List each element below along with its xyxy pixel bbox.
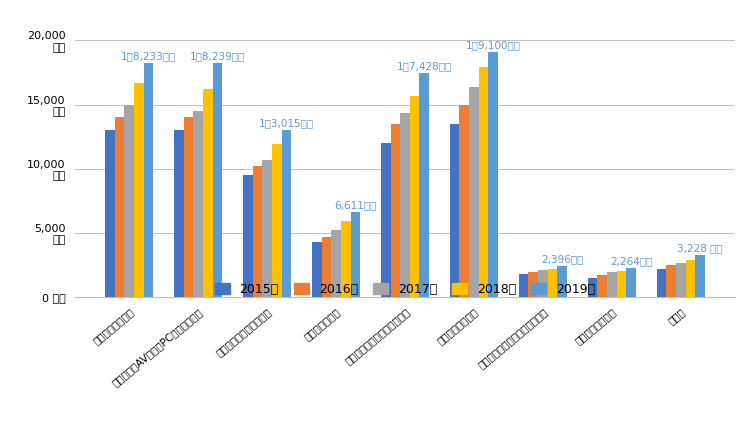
Bar bbox=[391, 124, 400, 297]
Text: 1兆7,428億円: 1兆7,428億円 bbox=[397, 61, 452, 72]
Bar bbox=[548, 268, 557, 297]
Bar bbox=[667, 265, 676, 297]
Bar bbox=[686, 259, 695, 297]
Bar bbox=[488, 52, 498, 297]
Bar bbox=[281, 130, 291, 297]
Legend: 2015年, 2016年, 2017年, 2018年, 2019年: 2015年, 2016年, 2017年, 2018年, 2019年 bbox=[214, 283, 596, 296]
Text: 1兆9,100億円: 1兆9,100億円 bbox=[466, 40, 520, 50]
Bar bbox=[312, 242, 322, 297]
Bar bbox=[419, 73, 429, 297]
Bar bbox=[676, 263, 686, 297]
Bar bbox=[529, 273, 538, 297]
Bar bbox=[105, 130, 115, 297]
Bar bbox=[272, 144, 281, 297]
Text: 2,264億円: 2,264億円 bbox=[610, 256, 652, 266]
Bar bbox=[184, 117, 194, 297]
Bar bbox=[616, 271, 626, 297]
Bar bbox=[115, 117, 125, 297]
Bar bbox=[322, 237, 332, 297]
Bar bbox=[332, 230, 340, 297]
Bar bbox=[460, 105, 470, 297]
Bar bbox=[626, 268, 636, 297]
Bar bbox=[340, 221, 350, 297]
Bar bbox=[657, 268, 667, 297]
Bar bbox=[695, 255, 705, 297]
Bar bbox=[194, 111, 203, 297]
Bar bbox=[470, 86, 478, 297]
Bar bbox=[350, 212, 360, 297]
Bar bbox=[400, 114, 410, 297]
Text: 1兆8,239億円: 1兆8,239億円 bbox=[190, 51, 245, 61]
Text: 1兆8,233億円: 1兆8,233億円 bbox=[121, 51, 176, 61]
Bar bbox=[381, 143, 391, 297]
Bar bbox=[478, 67, 488, 297]
Text: 6,611億円: 6,611億円 bbox=[334, 200, 376, 210]
Text: 3,228 億円: 3,228 億円 bbox=[677, 243, 723, 254]
Bar bbox=[607, 273, 616, 297]
Bar bbox=[588, 278, 598, 297]
Bar bbox=[450, 124, 460, 297]
Bar bbox=[212, 63, 222, 297]
Bar bbox=[253, 166, 262, 297]
Bar bbox=[203, 89, 212, 297]
Text: 1兆3,015億円: 1兆3,015億円 bbox=[259, 118, 314, 128]
Bar bbox=[124, 105, 134, 297]
Bar bbox=[134, 83, 143, 297]
Text: 2,396億円: 2,396億円 bbox=[541, 254, 584, 264]
Bar bbox=[174, 130, 184, 297]
Bar bbox=[410, 95, 419, 297]
Bar bbox=[262, 160, 272, 297]
Bar bbox=[519, 274, 529, 297]
Bar bbox=[598, 275, 607, 297]
Bar bbox=[143, 63, 153, 297]
Bar bbox=[538, 270, 548, 297]
Bar bbox=[557, 266, 567, 297]
Bar bbox=[243, 175, 253, 297]
